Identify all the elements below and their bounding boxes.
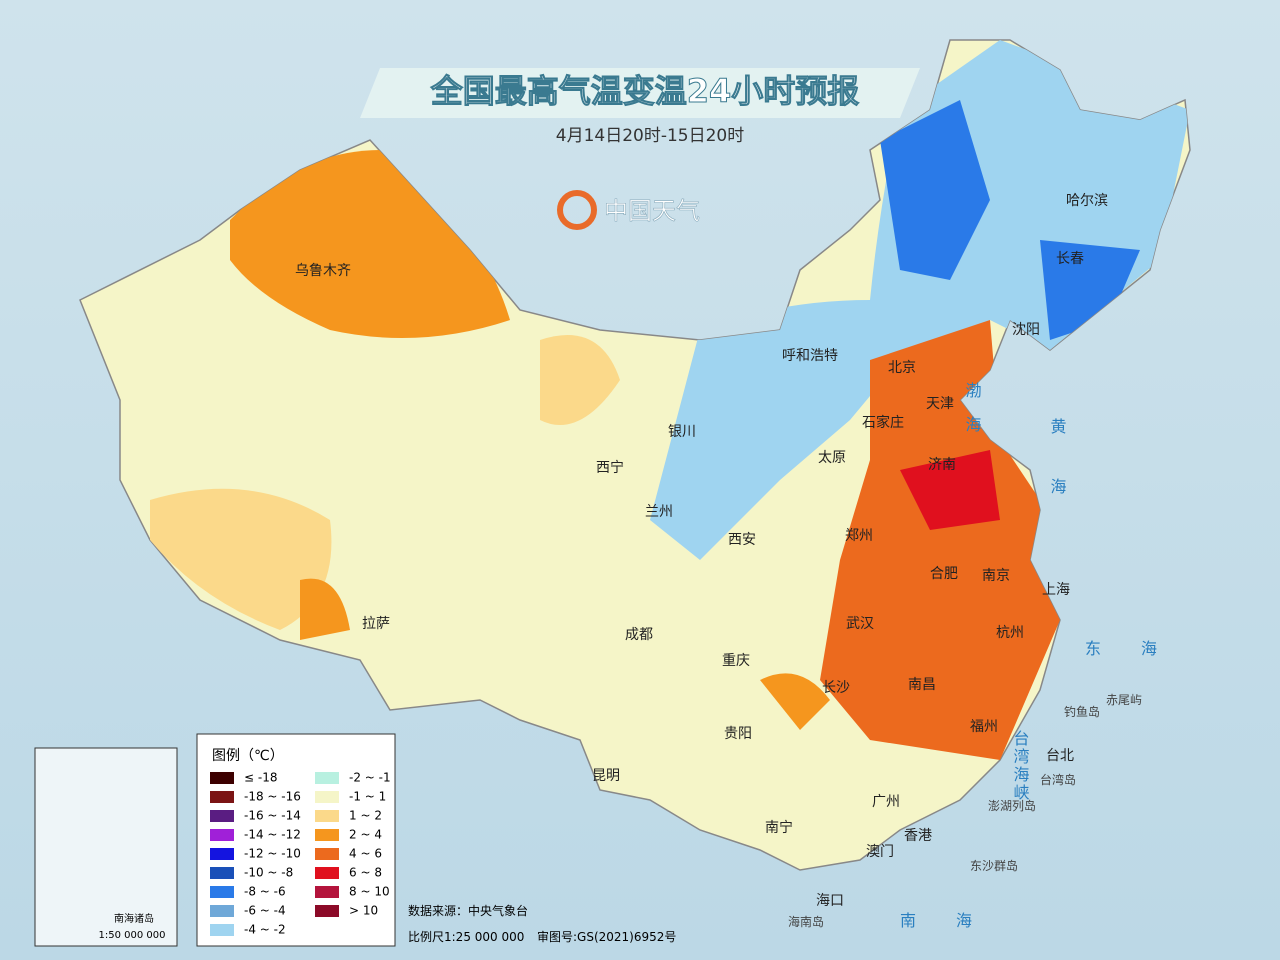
inset-title: 南海诸岛 xyxy=(114,912,154,925)
legend-label: -4 ~ -2 xyxy=(244,923,286,937)
city: 郑州 xyxy=(845,528,873,544)
logo-icon xyxy=(557,190,597,230)
legend-swatch xyxy=(210,810,234,822)
legend-swatch xyxy=(315,848,339,860)
legend-swatch xyxy=(210,924,234,936)
city: 呼和浩特 xyxy=(782,348,838,364)
legend-label: -10 ~ -8 xyxy=(244,866,293,880)
city: 杭州 xyxy=(996,625,1024,641)
city: 哈尔滨 xyxy=(1066,193,1108,209)
inset-scale: 1:50 000 000 xyxy=(99,930,166,941)
city: 济南 xyxy=(928,457,956,473)
approval: 审图号:GS(2021)6952号 xyxy=(537,929,676,944)
sea-label: 台湾海峡 xyxy=(1011,730,1030,802)
sea-label: 东海 xyxy=(1085,639,1197,658)
legend-swatch xyxy=(315,886,339,898)
legend-label: 1 ~ 2 xyxy=(349,809,382,823)
city: 石家庄 xyxy=(862,414,904,431)
legend: 图例（℃） ≤ -18 -18 ~ -16 -16 ~ -14 -14 ~ -12 -1… xyxy=(196,733,396,947)
title: 全国最高气温变温24小时预报 xyxy=(430,72,860,110)
sea-label: 黄海 xyxy=(1048,418,1067,538)
legend-label: 4 ~ 6 xyxy=(349,847,382,861)
city: 北京 xyxy=(888,360,916,376)
city: 南京 xyxy=(982,568,1010,584)
island-label: 澎湖列岛 xyxy=(988,798,1036,813)
city: 长沙 xyxy=(822,680,850,696)
legend-swatch xyxy=(210,791,234,803)
legend-swatch xyxy=(315,791,339,803)
legend-label: -14 ~ -12 xyxy=(244,828,301,842)
legend-label: -18 ~ -16 xyxy=(244,790,301,804)
island-label: 钓鱼岛 xyxy=(1064,704,1100,719)
city: 银川 xyxy=(668,424,696,440)
legend-swatch xyxy=(210,848,234,860)
city: 福州 xyxy=(970,719,998,735)
city: 澳门 xyxy=(866,844,894,860)
legend-label: -2 ~ -1 xyxy=(349,771,391,785)
legend-swatch xyxy=(315,810,339,822)
legend-label: 2 ~ 4 xyxy=(349,828,382,842)
city: 广州 xyxy=(872,794,900,810)
source: 数据来源：中央气象台 xyxy=(408,903,528,918)
island-label: 台湾岛 xyxy=(1040,772,1076,787)
city: 重庆 xyxy=(722,653,750,669)
city: 上海 xyxy=(1042,582,1070,598)
city: 太原 xyxy=(818,450,846,466)
island-label: 东沙群岛 xyxy=(970,858,1018,873)
city: 沈阳 xyxy=(1012,322,1040,338)
city: 西宁 xyxy=(596,459,624,476)
legend-label: -8 ~ -6 xyxy=(244,885,286,899)
legend-label: ≤ -18 xyxy=(244,771,277,785)
city: 兰州 xyxy=(645,504,673,520)
inset: 南海诸岛 1:50 000 000 xyxy=(34,747,178,947)
legend-label: -1 ~ 1 xyxy=(349,790,386,804)
island-labels: 钓鱼岛 赤尾屿 澎湖列岛 东沙群岛 海南岛 台湾岛 xyxy=(788,693,1142,929)
sea-label: 渤海 xyxy=(963,382,982,450)
island-label: 赤尾屿 xyxy=(1106,693,1142,707)
sea-labels: 渤海 黄海 东海 南海 台湾海峡 xyxy=(900,382,1197,930)
city: 南昌 xyxy=(908,677,936,693)
legend-label: 6 ~ 8 xyxy=(349,866,382,880)
legend-label: > 10 xyxy=(349,904,378,918)
sea-label: 南海 xyxy=(900,911,1012,930)
legend-label: -16 ~ -14 xyxy=(244,809,301,823)
city: 武汉 xyxy=(846,616,874,632)
map-body xyxy=(79,39,1191,871)
city: 香港 xyxy=(904,828,932,844)
city: 海口 xyxy=(816,893,844,909)
city: 天津 xyxy=(926,396,954,412)
city-labels: 乌鲁木齐 呼和浩特 北京 天津 石家庄 太原 济南 银川 西宁 兰州 西安 郑州… xyxy=(295,193,1108,909)
logo-text: 中国天气 xyxy=(604,197,700,225)
scale: 比例尺1:25 000 000 xyxy=(408,930,524,944)
city: 南宁 xyxy=(765,819,793,836)
city: 昆明 xyxy=(592,768,620,784)
header: 全国最高气温变温24小时预报 4月14日20时-15日20时 中国天气 xyxy=(360,68,920,230)
island-label: 海南岛 xyxy=(788,914,824,929)
legend-label: -12 ~ -10 xyxy=(244,847,301,861)
legend-swatch xyxy=(315,905,339,917)
legend-swatch xyxy=(315,867,339,879)
legend-swatch xyxy=(210,905,234,917)
legend-swatch xyxy=(210,829,234,841)
city: 台北 xyxy=(1046,748,1074,764)
subtitle: 4月14日20时-15日20时 xyxy=(556,126,744,146)
city: 长春 xyxy=(1056,251,1084,267)
legend-label: 8 ~ 10 xyxy=(349,885,390,899)
legend-swatch xyxy=(210,886,234,898)
city: 拉萨 xyxy=(362,616,390,632)
legend-title: 图例（℃） xyxy=(212,748,284,764)
city: 成都 xyxy=(625,627,653,643)
legend-swatch xyxy=(315,829,339,841)
legend-label: -6 ~ -4 xyxy=(244,904,286,918)
city: 合肥 xyxy=(930,566,958,582)
legend-swatch xyxy=(315,772,339,784)
city: 西安 xyxy=(728,532,756,548)
legend-swatch xyxy=(210,867,234,879)
legend-swatch xyxy=(210,772,234,784)
city: 贵阳 xyxy=(724,726,752,742)
city: 乌鲁木齐 xyxy=(295,263,351,279)
footer: 数据来源：中央气象台 比例尺1:25 000 000 审图号:GS(2021)6… xyxy=(408,903,676,944)
